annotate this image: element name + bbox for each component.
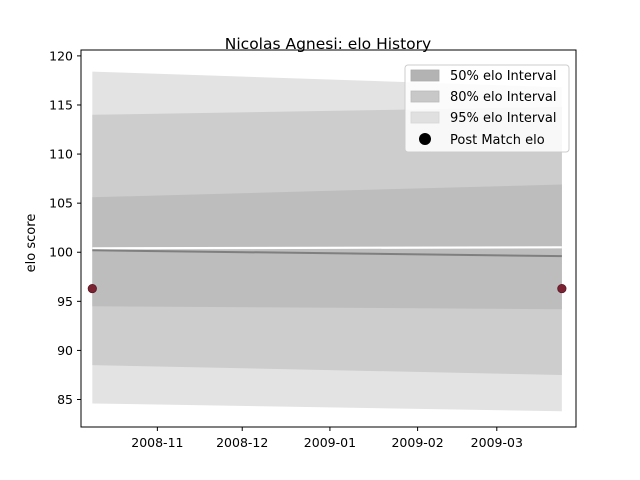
legend-label-80: 80% elo Interval: [450, 90, 557, 105]
y-tick-label-110: 110: [49, 147, 73, 162]
x-tick-label-2009-03: 2009-03: [471, 435, 523, 450]
x-tick-label-2009-02: 2009-02: [391, 435, 443, 450]
legend-swatch-80: [410, 90, 440, 103]
median-elo-line: [92, 249, 562, 258]
axes: 85 90 95 100 105 110 115 120 2008-11 2008-12 2009-…: [49, 48, 577, 450]
plot-frame: [80, 49, 577, 428]
post-match-point-1: [87, 283, 97, 294]
post-match-point-2: [557, 283, 567, 294]
legend-label-post-match: Post Match elo: [450, 133, 545, 148]
x-tick-label-2008-12: 2008-12: [216, 435, 268, 450]
interval-bands: [92, 71, 562, 412]
y-tick-label-115: 115: [49, 97, 73, 112]
legend-label-95: 95% elo Interval: [450, 111, 557, 126]
y-tick-label-95: 95: [57, 294, 73, 309]
center-strip: [92, 246, 562, 250]
legend-swatch-50: [410, 69, 440, 82]
x-tick-label-2009-01: 2009-01: [304, 435, 356, 450]
y-tick-label-120: 120: [49, 48, 73, 63]
y-tick-label-105: 105: [49, 196, 73, 211]
legend-swatch-95: [410, 111, 440, 124]
legend-marker-post-match: [419, 133, 431, 145]
legend-label-50: 50% elo Interval: [450, 69, 557, 84]
legend: 50% elo Interval 80% elo Interval 95% el…: [404, 64, 570, 153]
chart-title: Nicolas Agnesi: elo History: [225, 35, 431, 53]
y-tick-label-100: 100: [49, 245, 73, 260]
y-tick-label-90: 90: [57, 343, 73, 358]
post-match-points: [87, 283, 567, 294]
legend-frame: [404, 64, 570, 153]
median-lines: [92, 249, 562, 258]
y-tick-label-85: 85: [57, 392, 73, 407]
y-axis-label: elo score: [24, 214, 39, 273]
x-tick-label-2008-11: 2008-11: [131, 435, 183, 450]
